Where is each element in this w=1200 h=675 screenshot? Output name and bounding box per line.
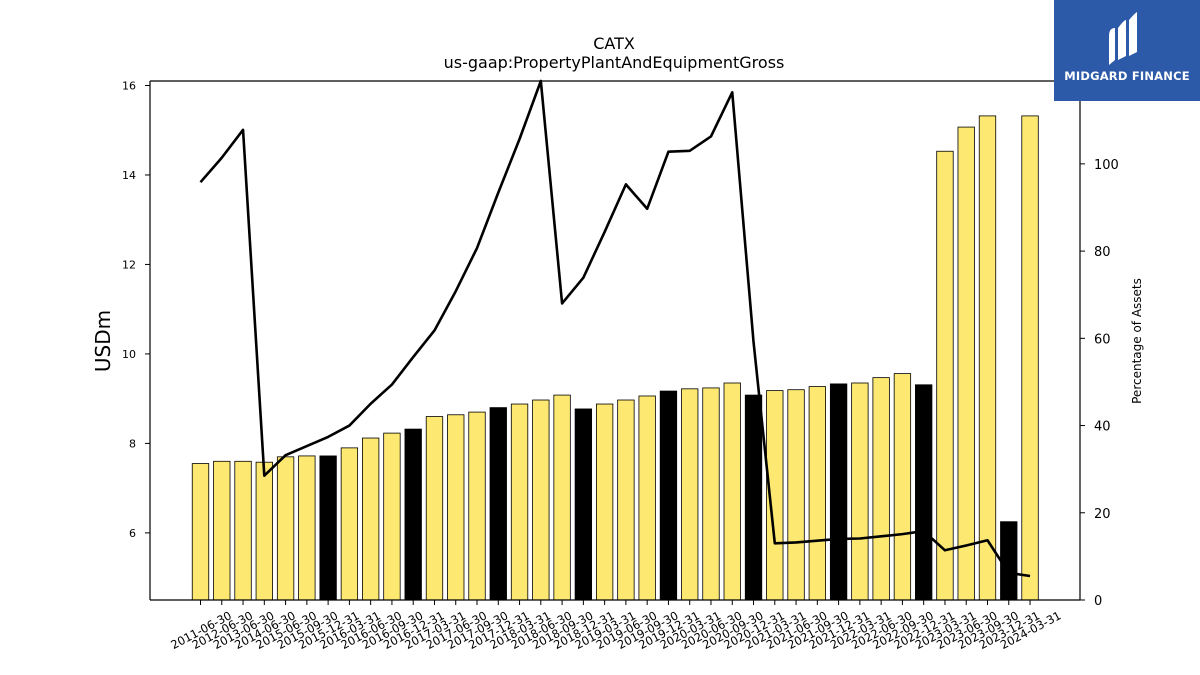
midgard-logo-icon (1109, 12, 1137, 65)
bar (468, 411, 486, 601)
y2-tick-label: 40 (1094, 420, 1111, 435)
bar (1021, 115, 1039, 601)
bar (510, 403, 529, 601)
bar (276, 456, 295, 601)
bar (723, 382, 741, 601)
y-tick-label: 10 (122, 348, 136, 361)
bar (1000, 521, 1018, 601)
bar (957, 126, 975, 601)
bar (595, 403, 614, 601)
bar (362, 437, 380, 601)
y-tick-label: 16 (122, 79, 136, 92)
bars-layer (191, 115, 1039, 601)
y2-tick-label: 20 (1094, 507, 1111, 522)
bar (915, 384, 933, 601)
y-tick-label: 8 (129, 437, 136, 450)
bar (702, 387, 720, 601)
brand-name: MIDGARD FINANCE (1064, 69, 1190, 83)
bar (851, 382, 869, 601)
percentage-line (199, 79, 1031, 578)
bar (617, 399, 635, 601)
y2-tick-label: 100 (1094, 158, 1119, 173)
axes-layer: 68101214160204060801002011-06-302012-06-… (122, 79, 1119, 652)
bar (319, 455, 337, 601)
bar (532, 399, 550, 601)
bar (872, 377, 890, 601)
y2-tick-label: 60 (1094, 332, 1111, 347)
bar (893, 373, 912, 601)
bar (936, 150, 954, 601)
bar (447, 414, 465, 601)
y-tick-label: 6 (129, 527, 136, 540)
bar (255, 461, 273, 601)
bar (213, 460, 231, 601)
y-tick-label: 14 (122, 169, 136, 182)
bar (404, 428, 422, 601)
bar (553, 394, 571, 601)
bar (681, 388, 699, 601)
chart-subtitle: us-gaap:PropertyPlantAndEquipmentGross (444, 53, 785, 72)
brand-logo: MIDGARD FINANCE (1054, 0, 1200, 101)
bar (808, 386, 826, 601)
chart-title: CATX (593, 34, 635, 53)
bar (425, 416, 444, 601)
line-layer (199, 79, 1031, 578)
bar (383, 432, 401, 601)
bar (787, 389, 805, 601)
bar (659, 390, 678, 601)
y-axis-label: USDm (91, 310, 115, 372)
y2-tick-label: 80 (1094, 245, 1111, 260)
bar (298, 455, 316, 601)
bar (638, 395, 656, 601)
bar (978, 115, 997, 601)
bar (234, 460, 252, 601)
y2-tick-label: 0 (1094, 594, 1102, 609)
bar (574, 408, 593, 601)
bar (744, 394, 763, 601)
bar (829, 383, 848, 601)
bar (489, 407, 507, 601)
bar (340, 447, 359, 601)
bar (191, 463, 210, 601)
y-tick-label: 12 (122, 258, 136, 271)
y2-axis-label: Percentage of Assets (1130, 278, 1144, 404)
